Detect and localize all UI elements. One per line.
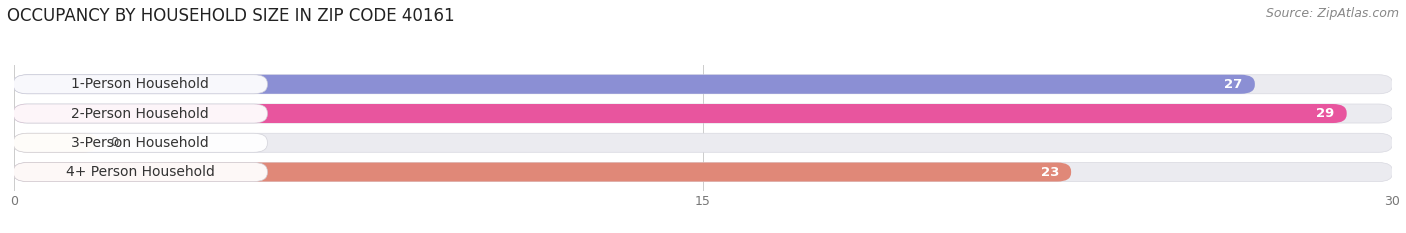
Text: 23: 23 xyxy=(1040,165,1059,178)
FancyBboxPatch shape xyxy=(14,75,1254,94)
FancyBboxPatch shape xyxy=(14,104,1392,123)
Text: 2-Person Household: 2-Person Household xyxy=(72,106,209,120)
Text: 0: 0 xyxy=(111,136,120,149)
FancyBboxPatch shape xyxy=(14,133,267,152)
FancyBboxPatch shape xyxy=(14,133,97,152)
Text: Source: ZipAtlas.com: Source: ZipAtlas.com xyxy=(1265,7,1399,20)
Text: 4+ Person Household: 4+ Person Household xyxy=(66,165,215,179)
Text: 27: 27 xyxy=(1225,78,1243,91)
FancyBboxPatch shape xyxy=(14,133,1392,152)
Text: 29: 29 xyxy=(1316,107,1334,120)
Text: OCCUPANCY BY HOUSEHOLD SIZE IN ZIP CODE 40161: OCCUPANCY BY HOUSEHOLD SIZE IN ZIP CODE … xyxy=(7,7,454,25)
FancyBboxPatch shape xyxy=(14,75,1392,94)
FancyBboxPatch shape xyxy=(14,75,267,94)
FancyBboxPatch shape xyxy=(14,163,267,182)
FancyBboxPatch shape xyxy=(14,104,1347,123)
FancyBboxPatch shape xyxy=(14,163,1392,182)
FancyBboxPatch shape xyxy=(14,104,267,123)
Text: 3-Person Household: 3-Person Household xyxy=(72,136,209,150)
Text: 1-Person Household: 1-Person Household xyxy=(72,77,209,91)
FancyBboxPatch shape xyxy=(14,163,1071,182)
